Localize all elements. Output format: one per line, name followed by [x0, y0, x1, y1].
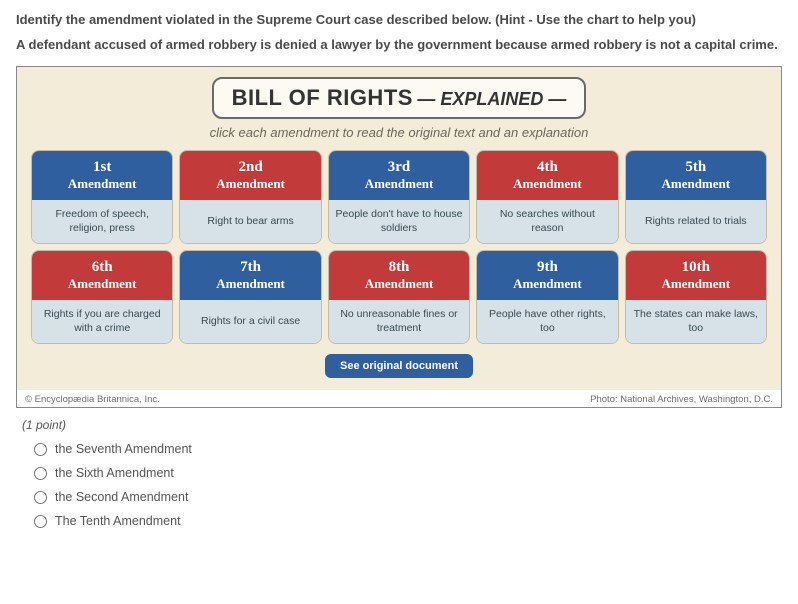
amendment-description: No unreasonable fines or treatment [329, 300, 469, 343]
amendment-grid: 1stAmendmentFreedom of speech, religion,… [31, 150, 767, 344]
amendment-card-header: 3rdAmendment [329, 151, 469, 200]
amendment-card-3rd[interactable]: 3rdAmendmentPeople don't have to house s… [328, 150, 470, 244]
amendment-description: No searches without reason [477, 200, 617, 243]
amendment-card-header: 10thAmendment [626, 251, 766, 300]
amendment-card-9th[interactable]: 9thAmendmentPeople have other rights, to… [476, 250, 618, 344]
answer-option[interactable]: the Second Amendment [34, 490, 782, 504]
amendment-word: Amendment [333, 276, 465, 292]
amendment-description: People have other rights, too [477, 300, 617, 343]
amendment-word: Amendment [630, 176, 762, 192]
amendment-ordinal: 2nd [184, 159, 316, 176]
amendment-card-header: 7thAmendment [180, 251, 320, 300]
amendment-ordinal: 3rd [333, 159, 465, 176]
amendment-word: Amendment [481, 276, 613, 292]
amendment-card-header: 9thAmendment [477, 251, 617, 300]
answer-option[interactable]: the Seventh Amendment [34, 442, 782, 456]
amendment-ordinal: 5th [630, 159, 762, 176]
amendment-card-header: 4thAmendment [477, 151, 617, 200]
amendment-card-2nd[interactable]: 2ndAmendmentRight to bear arms [179, 150, 321, 244]
question-instruction: Identify the amendment violated in the S… [16, 12, 782, 27]
amendment-ordinal: 6th [36, 259, 168, 276]
see-original-document-button[interactable]: See original document [325, 354, 473, 378]
amendment-card-10th[interactable]: 10thAmendmentThe states can make laws, t… [625, 250, 767, 344]
answer-option[interactable]: The Tenth Amendment [34, 514, 782, 528]
chart-title-main: BILL OF RIGHTS [232, 85, 413, 110]
amendment-card-header: 5thAmendment [626, 151, 766, 200]
amendment-word: Amendment [630, 276, 762, 292]
amendment-ordinal: 4th [481, 159, 613, 176]
answer-radio[interactable] [34, 443, 47, 456]
amendment-card-header: 6thAmendment [32, 251, 172, 300]
answer-option-label: the Second Amendment [55, 490, 188, 504]
amendment-description: Freedom of speech, religion, press [32, 200, 172, 243]
amendment-card-header: 1stAmendment [32, 151, 172, 200]
copyright-text: © Encyclopædia Britannica, Inc. [25, 394, 160, 405]
photo-credit-text: Photo: National Archives, Washington, D.… [590, 394, 773, 405]
amendment-ordinal: 8th [333, 259, 465, 276]
amendment-description: Rights if you are charged with a crime [32, 300, 172, 343]
amendment-ordinal: 9th [481, 259, 613, 276]
amendment-ordinal: 7th [184, 259, 316, 276]
answer-option-label: The Tenth Amendment [55, 514, 181, 528]
answer-options: the Seventh Amendment the Sixth Amendment… [34, 442, 782, 528]
amendment-card-header: 2ndAmendment [180, 151, 320, 200]
answer-option[interactable]: the Sixth Amendment [34, 466, 782, 480]
amendment-word: Amendment [36, 176, 168, 192]
amendment-description: Rights related to trials [626, 200, 766, 243]
amendment-card-5th[interactable]: 5thAmendmentRights related to trials [625, 150, 767, 244]
amendment-card-header: 8thAmendment [329, 251, 469, 300]
amendment-word: Amendment [333, 176, 465, 192]
amendment-card-4th[interactable]: 4thAmendmentNo searches without reason [476, 150, 618, 244]
amendment-description: The states can make laws, too [626, 300, 766, 343]
answer-option-label: the Seventh Amendment [55, 442, 192, 456]
amendment-card-7th[interactable]: 7thAmendmentRights for a civil case [179, 250, 321, 344]
points-label: (1 point) [22, 418, 782, 432]
amendment-word: Amendment [481, 176, 613, 192]
amendment-description: People don't have to house soldiers [329, 200, 469, 243]
answer-radio[interactable] [34, 491, 47, 504]
chart-title-banner: BILL OF RIGHTS — EXPLAINED — [212, 77, 587, 119]
amendment-ordinal: 10th [630, 259, 762, 276]
amendment-card-8th[interactable]: 8thAmendmentNo unreasonable fines or tre… [328, 250, 470, 344]
amendment-card-1st[interactable]: 1stAmendmentFreedom of speech, religion,… [31, 150, 173, 244]
chart-container: BILL OF RIGHTS — EXPLAINED — click each … [16, 66, 782, 408]
answer-radio[interactable] [34, 467, 47, 480]
bill-of-rights-chart: BILL OF RIGHTS — EXPLAINED — click each … [17, 67, 781, 390]
chart-title-sub: — EXPLAINED — [417, 89, 566, 109]
amendment-word: Amendment [184, 276, 316, 292]
amendment-card-6th[interactable]: 6thAmendmentRights if you are charged wi… [31, 250, 173, 344]
chart-footer: © Encyclopædia Britannica, Inc. Photo: N… [17, 390, 781, 407]
amendment-description: Right to bear arms [180, 200, 320, 243]
answer-radio[interactable] [34, 515, 47, 528]
chart-subtitle: click each amendment to read the origina… [31, 125, 767, 140]
answer-option-label: the Sixth Amendment [55, 466, 174, 480]
amendment-word: Amendment [36, 276, 168, 292]
question-scenario: A defendant accused of armed robbery is … [16, 37, 782, 52]
amendment-ordinal: 1st [36, 159, 168, 176]
amendment-word: Amendment [184, 176, 316, 192]
amendment-description: Rights for a civil case [180, 300, 320, 343]
